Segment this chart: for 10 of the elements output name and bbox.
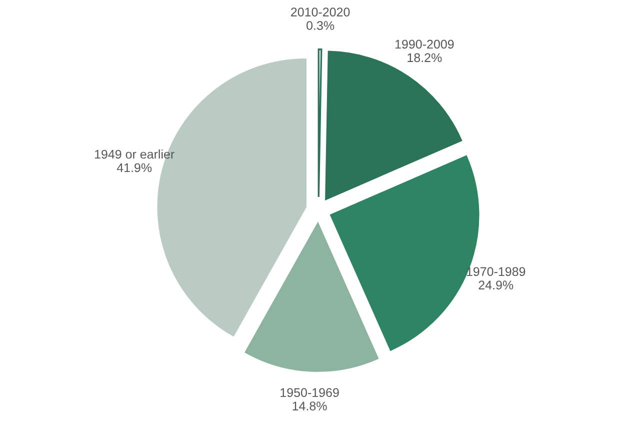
slice-label: 1970-1989 (466, 267, 526, 276)
data-label: 41.9% (116, 163, 152, 172)
data-label: 18.2% (408, 53, 442, 62)
slice-label: 1949 or earlier (94, 149, 174, 159)
data-label: 24.9% (478, 280, 514, 290)
data-label: 14.8% (292, 402, 327, 410)
data-label: 0.3% (306, 21, 334, 30)
slice-label: 2010-2020 (291, 8, 350, 16)
slice-label: 1990-2009 (395, 40, 454, 49)
slice-label: 1950-1969 (280, 388, 339, 397)
